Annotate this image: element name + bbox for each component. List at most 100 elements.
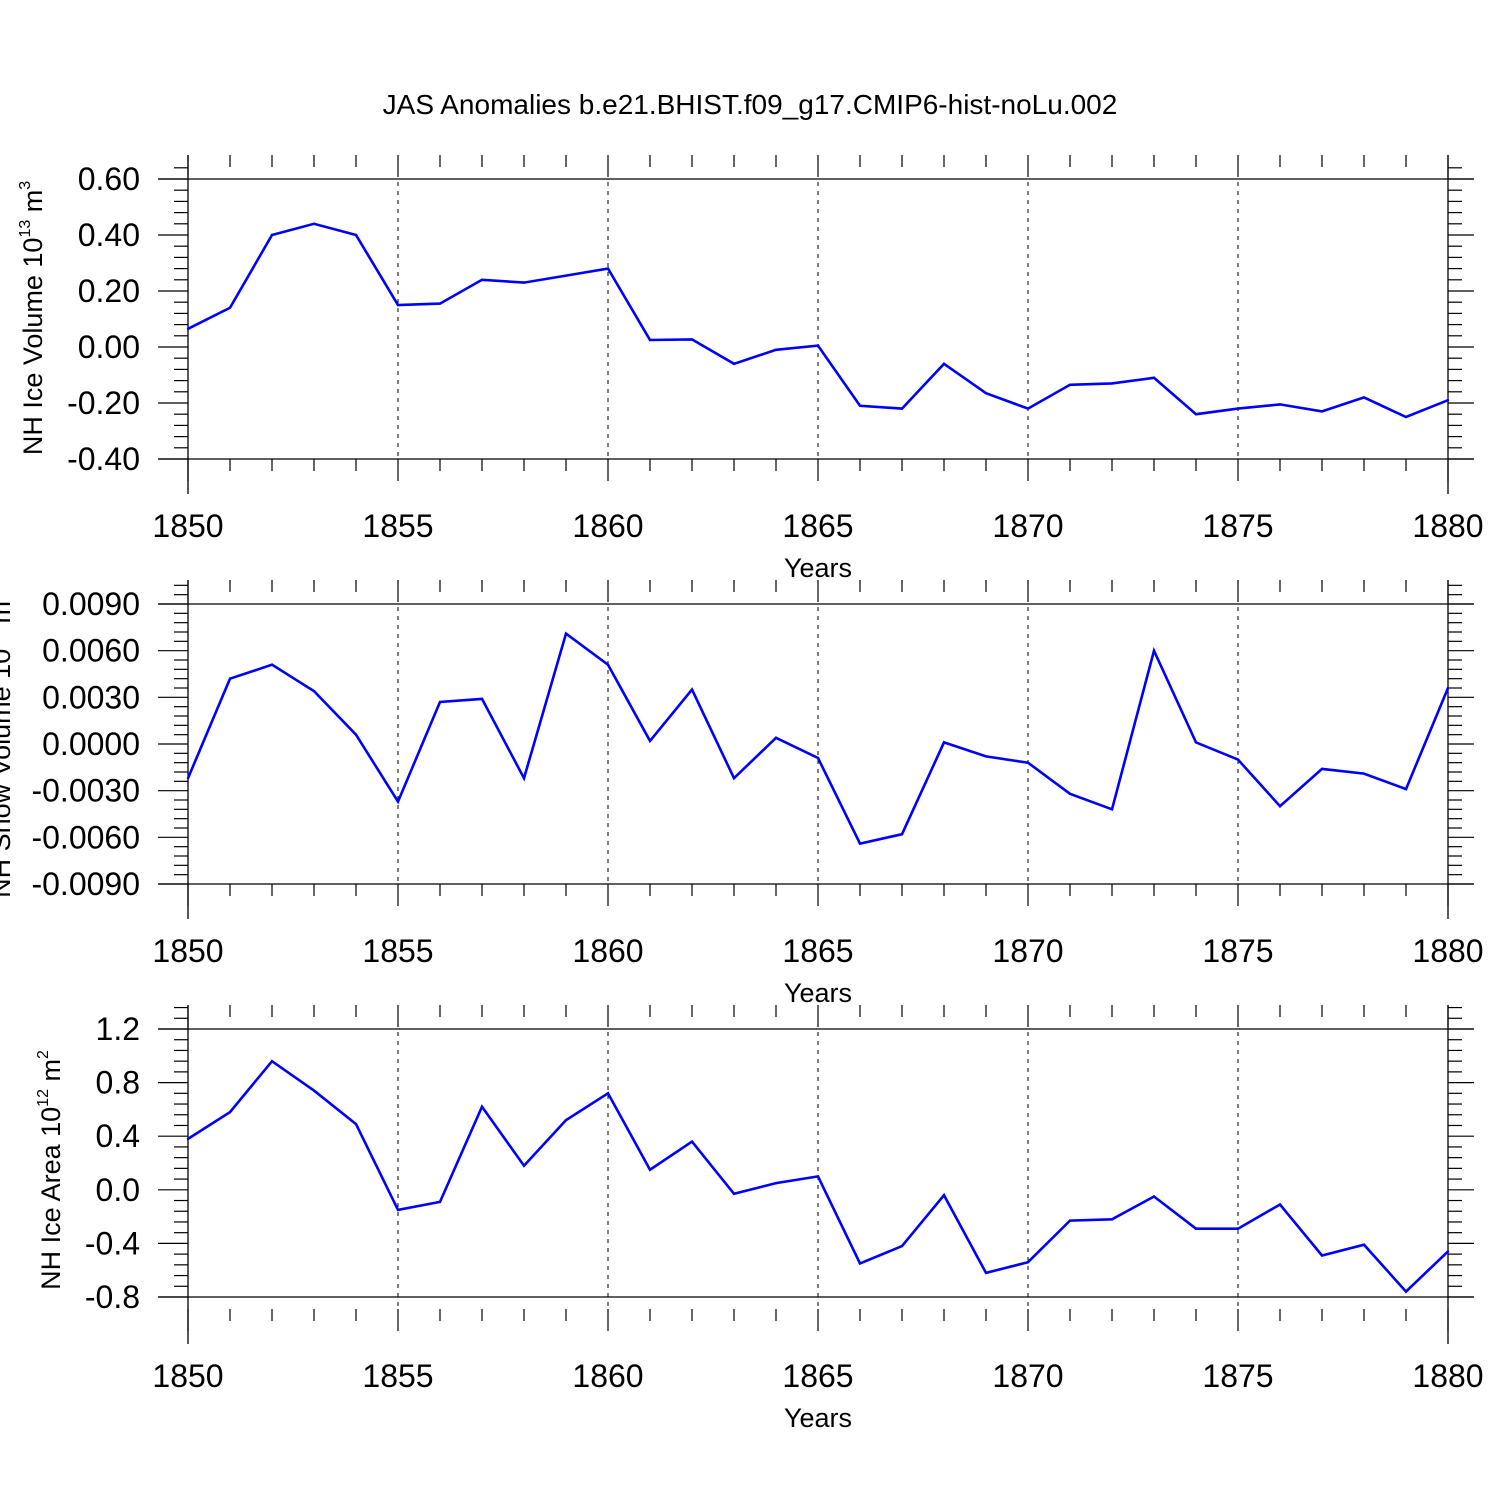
data-point: [1194, 1227, 1198, 1230]
y-axis-label: NH Ice Volume 1013 m3: [17, 181, 48, 455]
x-tick-label: 1855: [362, 508, 433, 544]
y-axis-label-base: NH Ice Volume 10: [18, 238, 48, 456]
data-point: [1026, 761, 1030, 764]
data-point: [690, 338, 694, 341]
data-point: [900, 833, 904, 836]
panel-ice-area: -0.8 -0.4 0.0 0.4 0.8 1.2 1850 1855 1860 1865 1870…: [35, 1005, 1484, 1433]
data-point: [900, 1244, 904, 1248]
data-point: [186, 777, 190, 780]
data-point: [606, 663, 610, 666]
x-tick-label: 1865: [782, 1358, 853, 1394]
data-point: [1404, 415, 1408, 419]
data-point: [270, 1059, 274, 1063]
y-axis-label-base: NH Snow Volume 10: [0, 649, 16, 898]
data-point: [270, 663, 274, 666]
data-point: [312, 1089, 316, 1092]
x-tick-label: 1865: [782, 508, 853, 544]
data-point: [1236, 407, 1240, 410]
x-tick-label: 1870: [992, 508, 1063, 544]
y-axis-label-unit: m: [36, 1059, 66, 1089]
y-axis-label-exp2: 2: [35, 1050, 52, 1059]
data-point: [312, 689, 316, 693]
y-tick-label: -0.0030: [31, 773, 140, 809]
data-point: [186, 327, 190, 330]
data-point: [1278, 805, 1282, 808]
x-tick-label: 1880: [1412, 933, 1483, 969]
data-point: [900, 407, 904, 410]
x-tick-label: 1850: [152, 1358, 223, 1394]
panel-ice-volume: -0.40 -0.20 0.00 0.20 0.40 0.60 1850 1855 1860 18…: [17, 155, 1484, 583]
data-point: [480, 1105, 484, 1108]
y-tick-label: -0.4: [85, 1225, 140, 1261]
y-axis-label-exp1: 12: [35, 1089, 52, 1107]
x-tick-label: 1875: [1202, 1358, 1273, 1394]
data-point: [1068, 792, 1072, 795]
x-tick-label: 1860: [572, 508, 643, 544]
data-point: [1236, 758, 1240, 761]
y-tick-label: -0.0090: [31, 866, 140, 902]
data-point: [1110, 382, 1114, 385]
data-point: [1278, 403, 1282, 406]
y-tick-label: 0.20: [78, 273, 140, 309]
data-point: [942, 741, 946, 744]
data-point: [858, 842, 862, 845]
y-tick-label: 0.4: [96, 1118, 140, 1154]
data-point: [396, 303, 400, 307]
x-tick-label: 1875: [1202, 508, 1273, 544]
data-point: [816, 344, 820, 347]
data-point: [984, 1271, 988, 1275]
series-line: [186, 631, 1450, 846]
x-tick-label: 1855: [362, 1358, 433, 1394]
data-point: [1194, 413, 1198, 416]
data-point: [648, 338, 652, 342]
data-point: [606, 267, 610, 270]
data-point: [774, 1181, 778, 1185]
panel-snow-volume: -0.0090 -0.0060 -0.0030 0.0000 0.0030 0.0060 0…: [0, 580, 1484, 1008]
data-point: [480, 278, 484, 281]
data-point: [1446, 1250, 1450, 1253]
y-axis-label-exp2: 3: [17, 181, 34, 190]
data-point: [1404, 1290, 1408, 1293]
data-point: [942, 362, 946, 365]
x-tick-label: 1870: [992, 1358, 1063, 1394]
x-tick-label: 1850: [152, 508, 223, 544]
data-point: [1110, 1218, 1114, 1221]
x-axis-label: Years: [784, 1403, 852, 1433]
data-point: [522, 281, 526, 284]
data-point: [1446, 686, 1450, 690]
data-point: [228, 1110, 232, 1114]
data-point: [942, 1193, 946, 1197]
data-point: [1026, 407, 1030, 410]
y-tick-label: 0.40: [78, 217, 140, 253]
data-point: [438, 302, 442, 305]
data-point: [774, 348, 778, 351]
data-point: [1068, 1219, 1072, 1222]
y-tick-label: -0.40: [67, 441, 140, 477]
data-point: [858, 404, 862, 407]
data-point: [1026, 1260, 1030, 1264]
y-axis-label: NH Ice Area 1012 m2: [35, 1050, 66, 1290]
data-point: [354, 233, 358, 237]
x-axis-label: Years: [784, 978, 852, 1008]
y-tick-label: 0.8: [96, 1065, 140, 1101]
data-point: [732, 1192, 736, 1196]
y-axis-label-unit: m: [0, 601, 16, 631]
y-axis-label-base: NH Ice Area 10: [36, 1107, 66, 1290]
data-point: [564, 1118, 568, 1122]
data-point: [522, 777, 526, 780]
data-point: [270, 233, 274, 237]
data-point: [606, 1092, 610, 1095]
y-tick-label: -0.0060: [31, 819, 140, 855]
x-tick-label: 1860: [572, 1358, 643, 1394]
x-tick-label: 1860: [572, 933, 643, 969]
data-point: [690, 688, 694, 691]
data-point: [648, 739, 652, 743]
y-axis-label-exp1: 13: [17, 220, 34, 238]
x-tick-label: 1850: [152, 933, 223, 969]
y-tick-label: 0.0030: [42, 679, 140, 715]
data-point: [1362, 772, 1366, 775]
data-point: [1152, 1195, 1156, 1198]
y-tick-label: 0.0060: [42, 633, 140, 669]
data-point: [1152, 649, 1156, 652]
